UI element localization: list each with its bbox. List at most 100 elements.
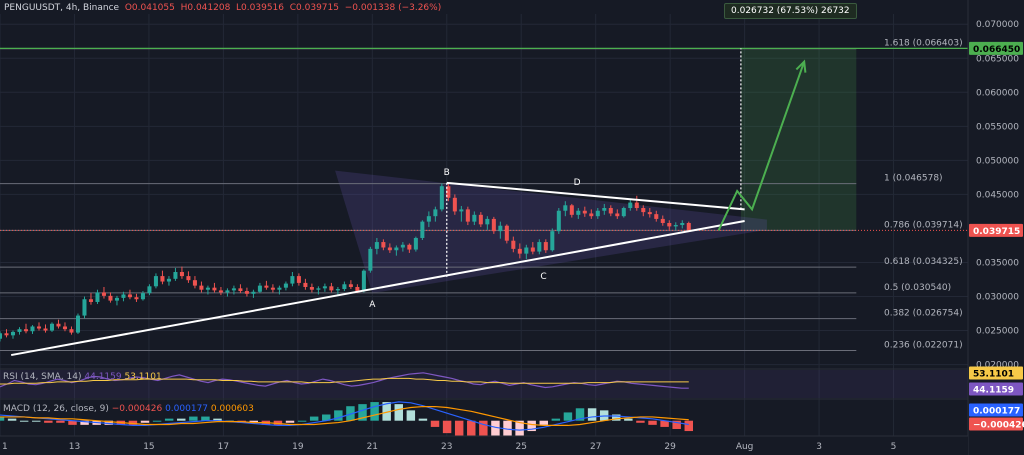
macd-histogram-bar — [322, 414, 331, 421]
candle-body — [400, 244, 405, 248]
candle-body — [569, 205, 574, 215]
target-price-label: 0.066450 — [973, 45, 1020, 55]
candle — [23, 323, 29, 334]
candle-body — [615, 213, 620, 217]
candle — [641, 205, 646, 217]
time-tick-label: 23 — [441, 442, 452, 452]
candle-body — [387, 247, 392, 251]
candle-body — [491, 218, 496, 232]
candle-body — [82, 299, 87, 316]
candle — [615, 209, 620, 219]
candle-body — [316, 288, 321, 290]
candle-body — [543, 242, 548, 251]
candle-body — [75, 315, 80, 333]
candle-body — [212, 287, 217, 291]
candle-body — [478, 214, 483, 225]
candle — [348, 280, 353, 290]
macd-histogram-bar — [672, 420, 681, 429]
candle-body — [231, 288, 236, 291]
fib-label: 1.618 (0.066403) — [884, 39, 963, 49]
candle — [543, 239, 548, 253]
candlesticks[interactable] — [0, 182, 691, 342]
candle-body — [134, 297, 139, 300]
macd-histogram-bar — [104, 420, 113, 425]
pattern-point-labels: A B C D — [369, 168, 580, 310]
macd-histogram-bar — [503, 420, 512, 442]
candle-body — [62, 326, 67, 330]
fib-label: 0.5 (0.030540) — [884, 283, 951, 293]
candle — [95, 289, 100, 305]
candle-body — [394, 247, 399, 251]
macd-histogram-bar — [201, 416, 210, 421]
candle — [166, 276, 171, 286]
candle-body — [56, 323, 61, 327]
price-axis[interactable]: 0.070000 0.065000 0.060000 0.055000 0.050000… — [967, 0, 1024, 455]
candle-body — [654, 214, 659, 219]
macd-histogram-bar — [382, 402, 391, 421]
macd-histogram-bar — [479, 420, 488, 444]
candle-body — [485, 218, 490, 225]
candle — [407, 243, 412, 253]
fib-label: 0.786 (0.039714) — [884, 220, 963, 230]
candle-body — [127, 294, 132, 298]
candle — [56, 319, 61, 329]
candle-body — [420, 221, 425, 238]
trendline-resistance — [446, 181, 745, 211]
current-price-label: 0.039715 — [973, 227, 1020, 237]
macd-histogram-bar — [648, 420, 657, 425]
price-tick-label: 0.050000 — [976, 156, 1019, 166]
macd-histogram-bar — [285, 420, 295, 423]
macd-hist-axis-tag — [969, 417, 1023, 431]
candle — [504, 224, 509, 244]
macd-histogram-bar — [394, 404, 403, 421]
candle-body — [582, 210, 587, 214]
candle-body — [166, 278, 171, 282]
candle — [309, 283, 314, 293]
candle — [582, 206, 587, 217]
symbol-name[interactable]: PENGUUSDT, 4h, Binance — [4, 3, 120, 13]
candle-body — [290, 276, 295, 284]
time-tick-label: 17 — [218, 442, 229, 452]
macd-legend[interactable]: MACD (12, 26, close, 9) −0.000426 0.0001… — [3, 404, 254, 414]
candle-body — [634, 202, 639, 209]
candle — [192, 276, 197, 289]
candle-body — [355, 286, 360, 292]
macd-histogram-bar — [624, 418, 633, 421]
trendline-support — [10, 219, 745, 357]
candle-body — [303, 282, 308, 287]
candle-body — [101, 292, 106, 296]
candle-body — [160, 276, 165, 282]
candle-body — [511, 240, 516, 249]
candle-body — [563, 205, 568, 211]
fib-label: 1 (0.046578) — [884, 174, 943, 184]
candle-body — [264, 285, 269, 288]
candle-body — [244, 291, 249, 294]
candle-body — [23, 329, 29, 332]
pattern-point-c: C — [540, 272, 546, 282]
candle — [361, 269, 366, 293]
candle-body — [530, 247, 535, 252]
candle-body — [361, 270, 366, 292]
macd-histogram-bar — [19, 420, 29, 422]
candle-body — [413, 237, 418, 250]
trendlines — [10, 48, 807, 357]
candle — [595, 208, 600, 219]
candle — [569, 203, 574, 218]
candle — [394, 245, 399, 256]
candle — [342, 281, 347, 292]
candle — [654, 210, 659, 222]
candle — [205, 285, 210, 295]
macd-histogram-bar — [177, 418, 186, 421]
rsi-ma-value: 53.1101 — [124, 372, 162, 382]
macd-histogram-bar — [491, 420, 500, 444]
candle — [82, 296, 87, 319]
rsi-legend[interactable]: RSI (14, SMA, 14) 44.1159 53.1101 — [3, 372, 162, 382]
candle — [251, 289, 256, 298]
candle — [212, 282, 217, 293]
candle — [485, 216, 490, 230]
candle — [563, 201, 568, 217]
time-tick-label: 29 — [664, 442, 676, 452]
macd-histogram-bar — [164, 418, 174, 421]
time-axis[interactable]: 1 13 15 17 19 21 23 25 27 29 Aug 3 5 — [0, 435, 968, 455]
